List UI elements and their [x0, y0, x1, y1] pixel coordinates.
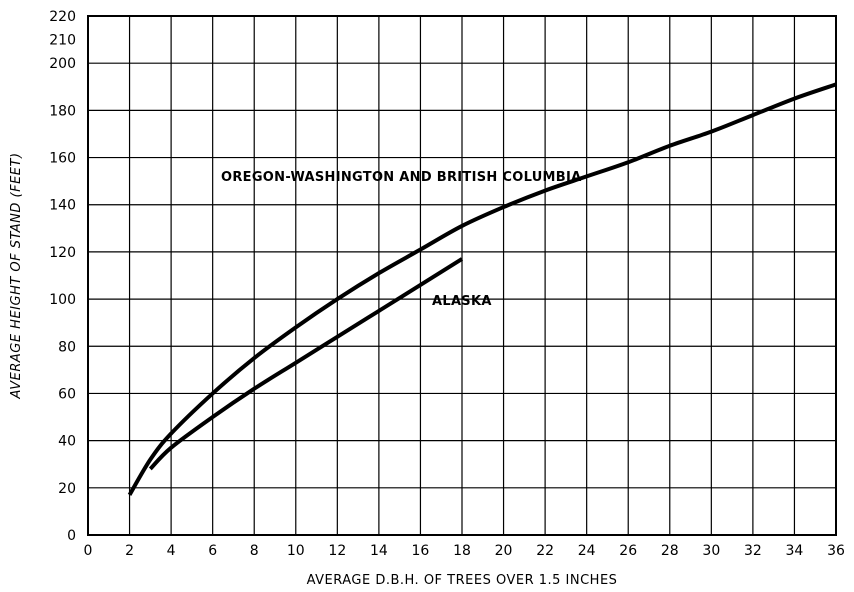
- x-tick-label: 12: [328, 543, 346, 559]
- y-axis-label: AVERAGE HEIGHT OF STAND (FEET): [9, 152, 24, 399]
- plot-frame: [87, 15, 837, 536]
- x-tick-label: 0: [84, 543, 93, 559]
- y-tick-label: 40: [58, 434, 76, 450]
- y-tick-label: 0: [67, 528, 76, 544]
- y-tick-label: 200: [49, 56, 76, 72]
- y-tick-label: 120: [49, 245, 76, 261]
- y-tick-label: 180: [49, 103, 76, 119]
- x-tick-label: 24: [578, 543, 596, 559]
- x-tick-label: 20: [495, 543, 513, 559]
- x-tick-label: 26: [619, 543, 637, 559]
- y-tick-label: 100: [49, 292, 76, 308]
- series-label-alaska: ALASKA: [432, 294, 492, 309]
- series-lines: [127, 82, 837, 496]
- y-tick-label: 220: [49, 9, 76, 25]
- y-tick-label: 20: [58, 481, 76, 497]
- y-tick-label: 60: [58, 386, 76, 402]
- series-line-oregon-washington: [127, 82, 837, 496]
- x-tick-label: 34: [786, 543, 804, 559]
- x-tick-label: 2: [125, 543, 134, 559]
- y-tick-labels: 0 20 40 60 80 100 120 140 160 180 200 210 220: [49, 9, 76, 544]
- series-label-oregon-washington: OREGON-WASHINGTON AND BRITISH COLUMBIA: [221, 170, 582, 185]
- y-tick-label: 80: [58, 339, 76, 355]
- x-tick-label: 4: [167, 543, 176, 559]
- x-tick-label: 28: [661, 543, 679, 559]
- x-tick-label: 16: [412, 543, 430, 559]
- x-tick-label: 6: [208, 543, 217, 559]
- x-tick-label: 18: [453, 543, 471, 559]
- x-tick-labels: 0 2 4 6 8 10 12 14 16 18 20 22 24 26 28 30 32 34 36: [84, 543, 845, 559]
- x-axis-label: AVERAGE D.B.H. OF TREES OVER 1.5 INCHES: [307, 573, 618, 588]
- x-tick-label: 14: [370, 543, 388, 559]
- series-line-alaska: [148, 257, 464, 471]
- grid: [87, 15, 837, 536]
- x-tick-label: 32: [744, 543, 762, 559]
- x-tick-label: 10: [287, 543, 305, 559]
- x-tick-label: 22: [536, 543, 554, 559]
- y-tick-label: 210: [49, 33, 76, 49]
- x-tick-label: 8: [250, 543, 259, 559]
- x-tick-label: 36: [827, 543, 845, 559]
- y-tick-label: 160: [49, 151, 76, 167]
- y-tick-label: 140: [49, 198, 76, 214]
- x-tick-label: 30: [702, 543, 720, 559]
